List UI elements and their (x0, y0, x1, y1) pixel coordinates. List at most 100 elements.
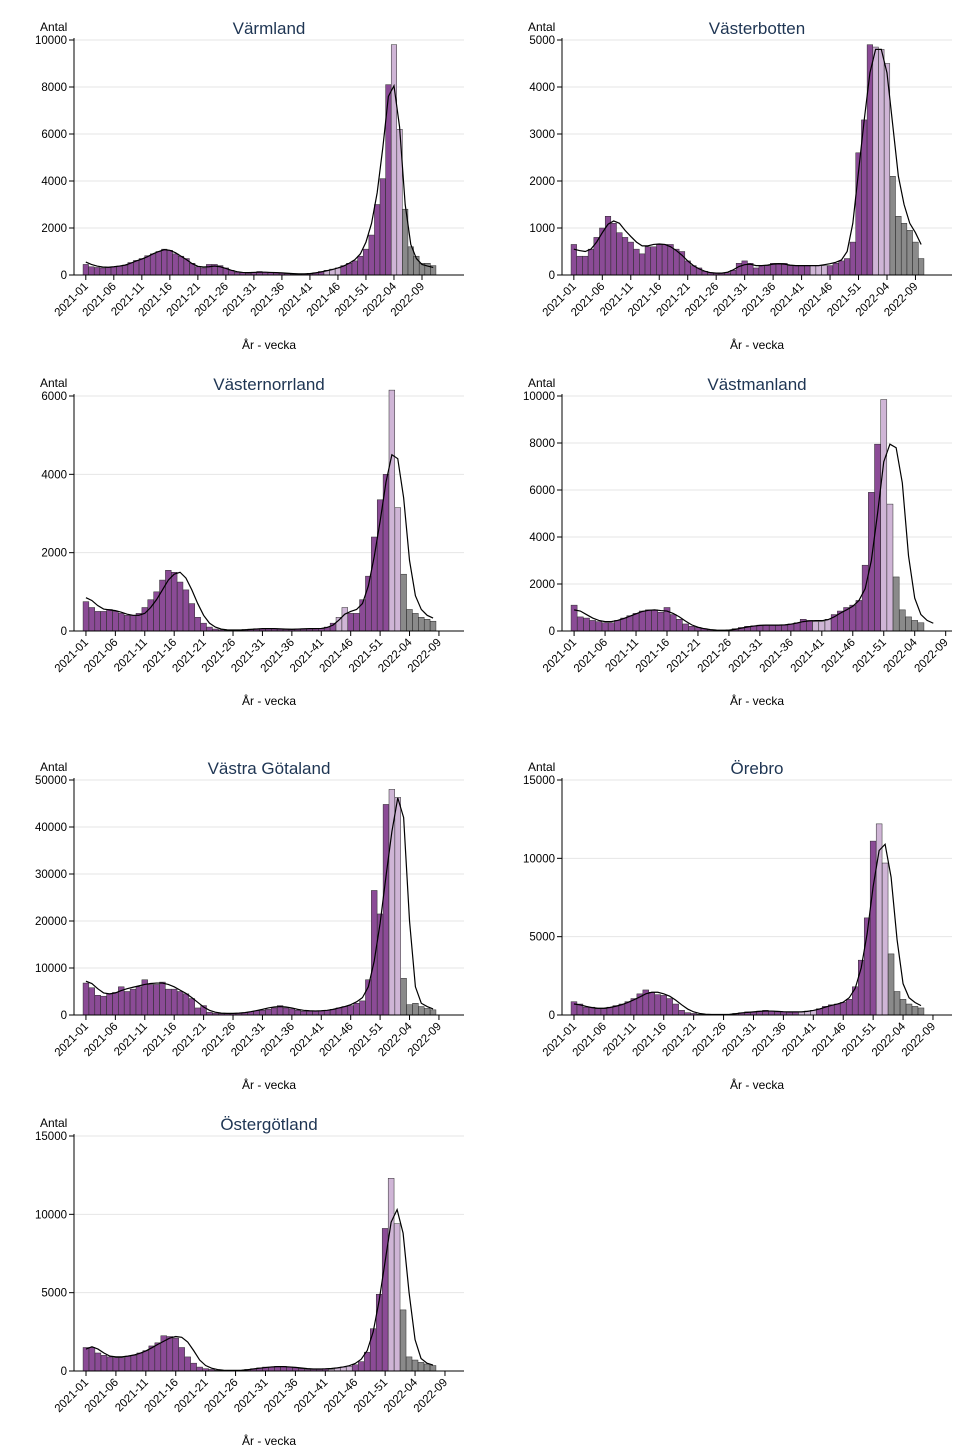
bar (827, 266, 833, 275)
bar (195, 267, 200, 275)
bar (189, 604, 195, 631)
bar (742, 261, 748, 275)
bar (822, 266, 828, 275)
bar (408, 247, 413, 275)
bar (346, 1366, 352, 1371)
bar (342, 1007, 348, 1015)
bar (810, 266, 816, 275)
x-axis-label: År - vecka (730, 1077, 784, 1092)
bar (167, 1337, 173, 1371)
bar (406, 1357, 412, 1371)
bar (661, 995, 667, 1015)
bar (890, 176, 896, 275)
y-tick-label: 6000 (41, 391, 67, 403)
y-tick-label: 50000 (35, 775, 67, 787)
y-tick-label: 15000 (35, 1131, 67, 1143)
bar (679, 1010, 685, 1015)
x-tick-label: 2022-09 (900, 1021, 938, 1059)
bar (358, 1362, 364, 1371)
bar (596, 622, 602, 631)
bar (870, 841, 876, 1015)
bar (588, 249, 594, 275)
y-tick-label: 4000 (41, 469, 67, 481)
y-tick-label: 15000 (523, 775, 555, 787)
bar (583, 618, 589, 631)
bar (265, 1009, 271, 1015)
bar (776, 263, 782, 275)
bar (652, 610, 658, 631)
bar (183, 994, 189, 1015)
bar (136, 613, 142, 631)
bar (670, 615, 676, 631)
y-tick-label: 10000 (35, 35, 67, 47)
bar (160, 580, 166, 631)
bar (100, 268, 105, 275)
bar (130, 989, 136, 1015)
bar (185, 1357, 191, 1371)
bar (825, 619, 831, 631)
bar (131, 1355, 137, 1371)
bar (370, 1329, 376, 1371)
bar (627, 616, 633, 631)
y-tick-label: 2000 (529, 579, 555, 591)
bar (83, 1348, 89, 1372)
y-axis-label: Antal (528, 376, 555, 390)
bar (136, 987, 142, 1015)
bar (171, 572, 177, 631)
bar (900, 999, 906, 1015)
bar (430, 1366, 436, 1371)
chart-varmland: VärmlandAntal02000400060008000100002021-… (0, 0, 488, 360)
bar (907, 230, 913, 275)
y-axis-label: Antal (40, 760, 67, 774)
bar (595, 1009, 601, 1015)
bar (160, 982, 166, 1015)
bar (674, 249, 680, 275)
bar (171, 989, 177, 1015)
y-tick-label: 0 (61, 1366, 67, 1378)
chart-ostergotland: ÖstergötlandAntal0500010000150002021-012… (0, 1096, 488, 1456)
bar (736, 263, 742, 275)
bar (295, 1010, 301, 1015)
y-tick-label: 4000 (529, 82, 555, 94)
bar (839, 261, 845, 275)
bar (348, 613, 354, 631)
bar (101, 611, 107, 631)
chart-title: Västra Götaland (208, 759, 331, 778)
bar (197, 1367, 203, 1371)
bar (856, 600, 862, 631)
bar (617, 233, 623, 275)
bar (155, 1343, 161, 1371)
bar (918, 1008, 924, 1015)
bar (873, 47, 879, 275)
bar (763, 625, 769, 631)
bar (207, 627, 213, 631)
bar (787, 266, 793, 275)
bar (352, 261, 357, 275)
y-tick-label: 20000 (35, 916, 67, 928)
bar (271, 1008, 277, 1015)
bar (401, 574, 407, 631)
bar (178, 256, 183, 275)
bar (418, 617, 424, 631)
y-axis-label: Antal (528, 20, 555, 34)
bar (179, 1348, 185, 1372)
bar (354, 1003, 360, 1015)
y-tick-label: 2000 (41, 548, 67, 560)
bar (191, 1363, 197, 1371)
bar (89, 1348, 95, 1372)
x-axis-label: År - vecka (242, 1077, 296, 1092)
bar (113, 1358, 119, 1371)
y-tick-label: 3000 (529, 129, 555, 141)
bar (201, 623, 207, 631)
bar (388, 1178, 394, 1371)
bar (307, 1011, 313, 1015)
bar (577, 256, 583, 275)
bar (89, 267, 94, 275)
bar (201, 268, 206, 275)
bar (189, 999, 195, 1015)
y-tick-label: 2000 (529, 176, 555, 188)
chart-vastra-gotaland: Västra GötalandAntal01000020000300004000… (0, 740, 488, 1100)
